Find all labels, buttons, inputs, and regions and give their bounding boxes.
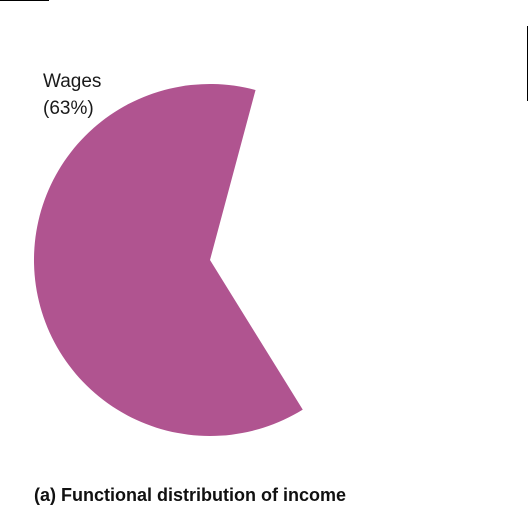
- right-edge-rule: [527, 26, 528, 101]
- chart-caption: (a) Functional distribution of income: [34, 485, 346, 505]
- wages-slice-label: Wages: [43, 71, 101, 92]
- wages-slice: [33, 84, 303, 437]
- wages-slice-percent: (63%): [43, 98, 94, 119]
- top-left-rule: [0, 0, 49, 1]
- pie-slices: [33, 84, 303, 437]
